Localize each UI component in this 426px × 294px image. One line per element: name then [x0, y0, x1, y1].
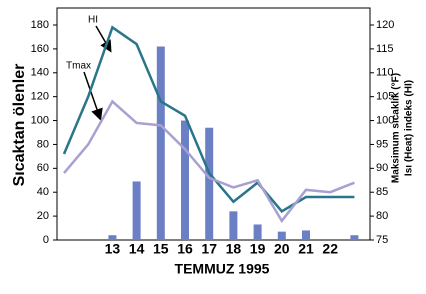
x-tick-label: 17 [201, 241, 217, 257]
x-tick-label: 20 [274, 241, 290, 257]
y-tick-label: 40 [37, 186, 49, 198]
line-series [62, 25, 355, 213]
y-tick-label: 0 [43, 234, 49, 246]
bar [350, 235, 359, 240]
x-tick-label: 16 [177, 241, 193, 257]
y2-axis-label: Isı (Heat) indeks (HI) [404, 80, 415, 176]
x-tick-label: 18 [226, 241, 242, 257]
y2-axis-label: Maksimum sıcaklık (°F) [391, 73, 402, 183]
x-tick-label: 21 [298, 241, 314, 257]
y-tick-label: 20 [37, 210, 49, 222]
x-tick-label: 22 [322, 241, 338, 257]
y2-tick-label: 100 [376, 114, 394, 126]
bar [181, 120, 189, 240]
y-tick-label: 60 [37, 162, 49, 174]
x-tick-label: 14 [129, 241, 145, 257]
bar [205, 127, 214, 240]
x-tick-label: 19 [250, 241, 266, 257]
annotation: Tmax [66, 61, 91, 72]
y2-tick-label: 110 [376, 67, 394, 79]
line-series [63, 99, 355, 224]
y2-tick-label: 90 [376, 162, 388, 174]
x-tick-label: 15 [153, 241, 169, 257]
y-tick-label: 140 [31, 67, 49, 79]
bar [253, 224, 262, 240]
y-tick-label: 120 [31, 91, 49, 103]
x-axis-label: TEMMUZ 1995 [175, 261, 270, 277]
y2-tick-label: 120 [376, 19, 394, 31]
y2-tick-label: 85 [376, 186, 388, 198]
arrow [83, 71, 103, 121]
y2-tick-label: 95 [376, 138, 388, 150]
plot-frame [56, 7, 371, 241]
y2-tick-label: 105 [376, 91, 394, 103]
y-tick-label: 80 [37, 138, 49, 150]
bar [108, 235, 117, 240]
y-tick-label: 100 [31, 114, 49, 126]
bar [229, 211, 238, 240]
y-tick-label: 160 [31, 43, 49, 55]
annotation: HI [88, 15, 98, 26]
bar [277, 231, 286, 240]
bar [132, 181, 141, 240]
y2-tick-label: 115 [376, 43, 394, 55]
bar [156, 46, 165, 240]
x-tick-label: 13 [105, 241, 121, 257]
y2-tick-label: 75 [376, 234, 388, 246]
y-tick-label: 180 [31, 19, 49, 31]
arrow [95, 25, 112, 53]
y2-tick-label: 80 [376, 210, 388, 222]
y-axis-label: Sıcaktan ölenler [11, 64, 28, 187]
bar [302, 230, 310, 240]
